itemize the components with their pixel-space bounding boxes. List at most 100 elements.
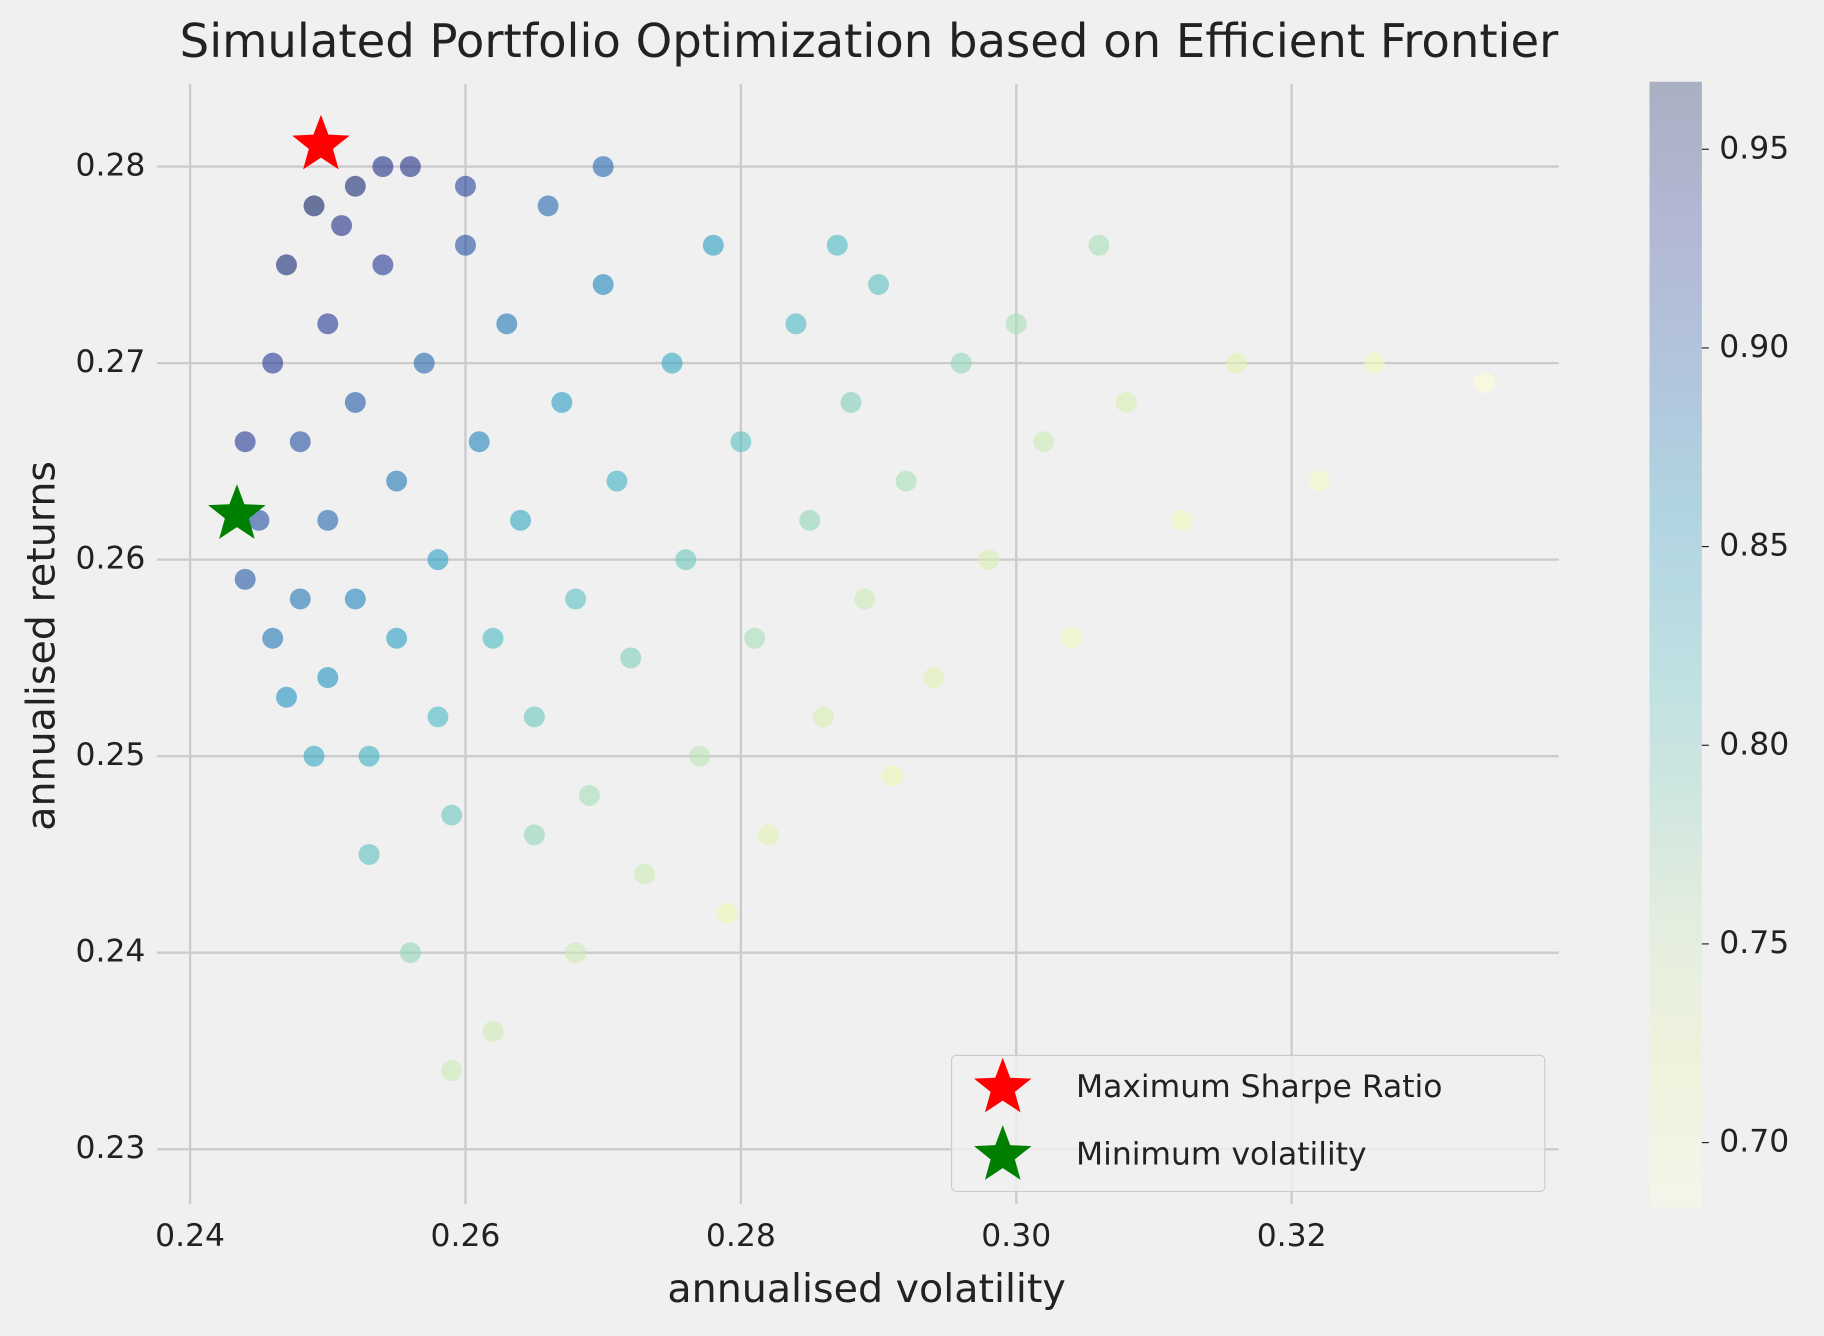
points: [208, 114, 1495, 1082]
scatter-point: [455, 175, 476, 197]
scatter-point: [248, 509, 270, 531]
y-tick-label: 0.24: [76, 934, 146, 970]
scatter-point: [413, 352, 435, 374]
scatter-point: [468, 431, 490, 453]
scatter-point: [482, 1020, 504, 1042]
scatter-point: [344, 391, 366, 413]
y-tick-label: 0.26: [76, 541, 146, 577]
scatter-point: [496, 313, 518, 335]
scatter-point: [1115, 391, 1137, 413]
x-tick-label: 0.30: [981, 1218, 1051, 1254]
scatter-point: [386, 470, 408, 492]
y-tick-label: 0.25: [76, 737, 146, 773]
scatter-point: [785, 313, 807, 335]
scatter-point: [289, 588, 311, 610]
scatter-point: [565, 942, 587, 964]
legend-label: Minimum volatility: [1076, 1136, 1367, 1172]
scatter-point: [344, 588, 366, 610]
scatter-point: [1308, 470, 1330, 492]
scatter-point: [344, 175, 366, 197]
scatter-point: [289, 431, 311, 453]
scatter-point: [537, 195, 559, 217]
scatter-point: [455, 234, 476, 256]
scatter-point: [716, 902, 738, 924]
colorbar: 0.70 0.75 0.80 0.85 0.90 0.95: [1649, 81, 1789, 1208]
scatter-point: [358, 843, 380, 865]
scatter-point: [578, 785, 600, 806]
scatter-point: [1005, 313, 1027, 335]
x-tick-label: 0.24: [155, 1218, 225, 1254]
scatter-point: [1473, 372, 1495, 394]
scatter-point: [868, 274, 890, 295]
scatter-point: [606, 470, 628, 492]
scatter-point: [427, 549, 449, 571]
scatter-point: [565, 588, 587, 610]
scatter-point: [620, 647, 642, 669]
scatter-point: [895, 470, 917, 492]
y-tick-label: 0.28: [76, 148, 146, 184]
scatter-point: [372, 254, 394, 276]
scatter-point: [854, 588, 876, 610]
grid: 0.24 0.26 0.28 0.30 0.32 0.23 0.24 0.25 0.26 0.27…: [76, 84, 1559, 1254]
scatter-point: [317, 509, 339, 531]
star-marker: [208, 484, 266, 539]
scatter-point: [675, 549, 697, 571]
scatter-point: [523, 824, 545, 846]
scatter-point: [702, 234, 724, 256]
scatter-point: [358, 745, 380, 767]
scatter-point: [757, 824, 779, 846]
chart-title: Simulated Portfolio Optimization based o…: [180, 14, 1559, 68]
scatter-point: [661, 352, 683, 374]
scatter-point: [1363, 352, 1385, 374]
scatter-point: [482, 627, 504, 649]
legend-marker: [974, 1057, 1032, 1113]
scatter-point: [303, 745, 325, 767]
y-tick-label: 0.23: [76, 1130, 146, 1166]
scatter-point: [799, 509, 821, 531]
scatter-point: [1033, 431, 1055, 453]
scatter-point: [276, 254, 297, 276]
scatter-point: [317, 667, 339, 689]
legend-box: [950, 1054, 1546, 1193]
scatter-point: [950, 352, 972, 374]
scatter-point: [1226, 352, 1248, 374]
scatter-point: [744, 627, 766, 649]
x-tick-label: 0.32: [1257, 1218, 1327, 1254]
scatter-point: [840, 391, 862, 413]
scatter-point: [386, 627, 408, 649]
scatter-point: [730, 431, 752, 453]
y-tick-label: 0.27: [76, 344, 146, 380]
scatter-point: [427, 706, 449, 728]
scatter-point: [551, 391, 573, 413]
scatter-point: [634, 863, 655, 885]
scatter-point: [592, 274, 614, 295]
scatter-point: [303, 195, 325, 217]
scatter-point: [523, 706, 545, 728]
scatter-point: [510, 509, 532, 531]
x-tick-label: 0.26: [431, 1218, 501, 1254]
colorbar-tick-label: 0.95: [1719, 130, 1789, 166]
scatter-point: [689, 745, 711, 767]
colorbar-tick-label: 0.70: [1719, 1124, 1789, 1160]
star-marker: [292, 114, 350, 170]
scatter-point: [441, 804, 463, 826]
scatter-point: [399, 156, 421, 178]
scatter-point: [276, 686, 297, 708]
scatter-point: [372, 156, 394, 178]
legend-label: Maximum Sharpe Ratio: [1076, 1069, 1442, 1105]
scatter-point: [592, 156, 614, 178]
colorbar-tick-label: 0.90: [1719, 329, 1789, 365]
legend: Maximum Sharpe Ratio Minimum volatility: [950, 1054, 1546, 1193]
colorbar-tick-label: 0.75: [1719, 925, 1789, 961]
scatter-point: [441, 1060, 463, 1082]
scatter-point: [234, 431, 256, 453]
scatter-point: [826, 234, 848, 256]
scatter-point: [1060, 627, 1082, 649]
colorbar-tick-label: 0.80: [1719, 726, 1789, 762]
scatter-point: [317, 313, 339, 335]
legend-marker: [974, 1125, 1032, 1180]
scatter-point: [399, 942, 421, 964]
